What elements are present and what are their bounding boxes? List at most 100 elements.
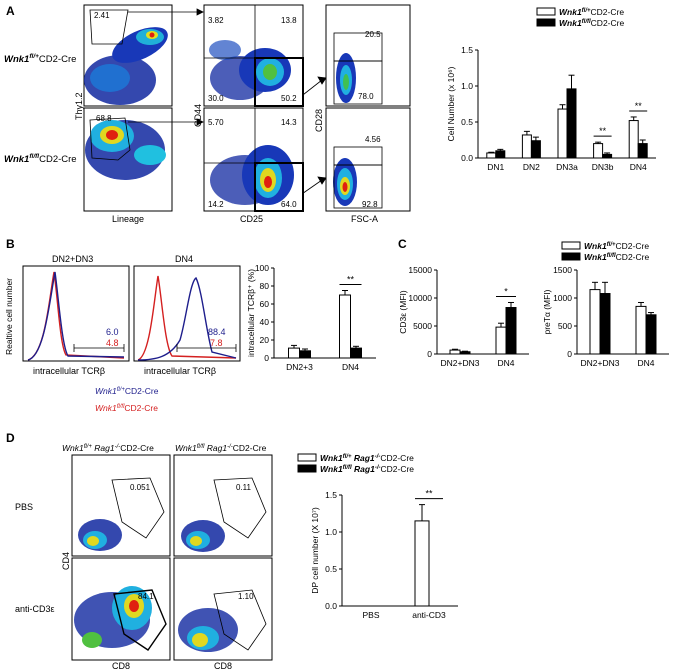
bar	[521, 134, 532, 159]
hist-value-red: 7.8	[210, 338, 223, 348]
significance-label: **	[599, 126, 607, 136]
legend-label: Wnk1fl/+ Rag1-/-CD2-Cre	[320, 453, 414, 463]
bar	[602, 153, 613, 159]
y-tick-label: 100	[255, 263, 269, 273]
panel-b-legend-1: Wnk1fl/+CD2-Cre	[95, 386, 159, 396]
bar	[299, 350, 311, 359]
y-axis-label: CD3ε (MFI)	[398, 290, 408, 334]
panel-a-row2-label: Wnk1fl/flCD2-Cre	[4, 153, 77, 165]
axis-label-lineage: Lineage	[112, 214, 144, 224]
x-tick-label: DN3a	[556, 162, 578, 172]
bar	[449, 349, 461, 355]
gate-arrows	[128, 8, 327, 197]
panel-d-flow-pbs-flplus: 0.051	[71, 454, 171, 557]
panel-d-flow-anticd3-flfl: 1.10	[173, 557, 273, 661]
quadrant-value-ur: 14.3	[281, 118, 297, 127]
bar	[593, 143, 604, 159]
legend-label: Wnk1fl/fl Rag1-/-CD2-Cre	[320, 464, 414, 474]
axis-label-cd8-2: CD8	[214, 661, 232, 671]
x-tick-label: DN2	[523, 162, 540, 172]
panel-b-letter: B	[6, 237, 15, 251]
hist-value-red: 4.8	[106, 338, 119, 348]
quadrant-value-ur: 13.8	[281, 16, 297, 25]
x-tick-label: DN4	[630, 162, 647, 172]
bar	[566, 88, 577, 159]
y-tick-label: 80	[260, 281, 270, 291]
y-tick-label: 0.5	[461, 117, 473, 127]
y-tick-label: 0.0	[461, 153, 473, 163]
quadrant-value-ul: 5.70	[208, 118, 224, 127]
significance-label: **	[347, 275, 355, 285]
bar	[486, 152, 497, 159]
panel-b-xlabel-2: intracellular TCRβ	[144, 366, 216, 376]
panel-b-hist-title-1: DN2+DN3	[52, 254, 93, 264]
hist-value-blue: 88.4	[208, 327, 226, 337]
panel-a-flow-cd44-cd25-row2: 5.70 14.3 14.2 64.0	[203, 107, 304, 212]
panel-d-letter: D	[6, 431, 15, 445]
gate-value: 0.11	[236, 483, 252, 492]
bar	[459, 351, 471, 355]
panel-d-row-label-pbs: PBS	[15, 502, 33, 512]
axis-label-cd8-1: CD8	[112, 661, 130, 671]
gate-value: 4.56	[365, 135, 381, 144]
panel-d-flow-pbs-flfl: 0.11	[173, 454, 273, 557]
x-tick-label: DN2+DN3	[581, 358, 620, 368]
significance-label: *	[504, 286, 508, 296]
panel-a-flow-cd28-row1: 20.5 78.0	[325, 4, 411, 107]
legend-label: Wnk1fl/+CD2-Cre	[559, 7, 624, 17]
legend-label: Wnk1fl/flCD2-Cre	[559, 18, 624, 28]
bar	[589, 289, 601, 355]
y-tick-label: 0	[427, 349, 432, 359]
x-tick-label: DN4	[497, 358, 514, 368]
gate-value: 68.8	[96, 114, 112, 123]
chart-c-pretalpha: 0 500 1000 1500 preTα (MFI) DN2+DN3 DN4 Wnk1fl/…	[542, 241, 669, 368]
panel-d-col-title-2: Wnk1fl/fl Rag1-/-CD2-Cre	[175, 443, 267, 453]
bar	[628, 120, 639, 159]
x-tick-label: DN4	[637, 358, 654, 368]
gate-value: 1.10	[238, 592, 254, 601]
y-tick-label: 0.0	[325, 601, 337, 611]
gate-value: 78.0	[358, 92, 374, 101]
bar	[288, 347, 300, 359]
panel-a-flow-lineage-row2: 68.8	[83, 107, 173, 212]
y-tick-label: 1.5	[461, 45, 473, 55]
y-tick-label: 10000	[408, 293, 432, 303]
panel-b-histogram-2: 88.4 7.8	[133, 265, 241, 362]
panel-a-letter: A	[6, 4, 15, 18]
x-tick-label: PBS	[362, 610, 379, 620]
chart-a: 0.0 0.5 1.0 1.5 Cell Number (x 10⁶) DN1 DN2 DN3…	[446, 7, 656, 172]
axis-label-cd44: CD44	[193, 104, 203, 127]
y-tick-label: 500	[558, 321, 572, 331]
chart-d: 0.0 0.5 1.0 1.5 DP cell number (X 10⁷) PBS ant…	[297, 453, 458, 620]
bar	[505, 307, 517, 355]
bar	[637, 143, 648, 159]
bar	[339, 294, 351, 359]
panel-b-hist-title-2: DN4	[175, 254, 193, 264]
y-axis-label: intracellular TCRβ⁺ (%)	[246, 269, 256, 357]
panel-a-flow-cd28-row2: 4.56 92.8	[325, 107, 411, 212]
legend-swatch	[297, 464, 317, 473]
gate-value: 0.051	[130, 483, 151, 492]
gate-value: 84.1	[138, 592, 154, 601]
y-tick-label: 1.0	[461, 81, 473, 91]
bar	[635, 305, 647, 355]
panel-c-letter: C	[398, 237, 407, 251]
x-tick-label: DN1	[487, 162, 504, 172]
legend-swatch	[536, 7, 556, 16]
x-tick-label: DN2+3	[286, 362, 313, 372]
legend-swatch	[297, 453, 317, 462]
y-tick-label: 5000	[413, 321, 432, 331]
y-tick-label: 0.5	[325, 564, 337, 574]
quadrant-value-ll: 30.0	[208, 94, 224, 103]
chart-c-cd3e: 0 5000 10000 15000 CD3ε (MFI) DN2+DN3 DN4 *	[398, 265, 529, 368]
panel-a-flow-lineage-row1: 2.41	[83, 4, 173, 107]
significance-label: **	[635, 101, 643, 111]
y-tick-label: 1.0	[325, 527, 337, 537]
gate-value: 2.41	[94, 11, 110, 20]
y-tick-label: 1000	[553, 293, 572, 303]
legend-swatch	[561, 252, 581, 261]
legend-swatch	[561, 241, 581, 250]
y-tick-label: 20	[260, 335, 270, 345]
panel-b-legend-2: Wnk1fl/flCD2-Cre	[95, 403, 158, 413]
